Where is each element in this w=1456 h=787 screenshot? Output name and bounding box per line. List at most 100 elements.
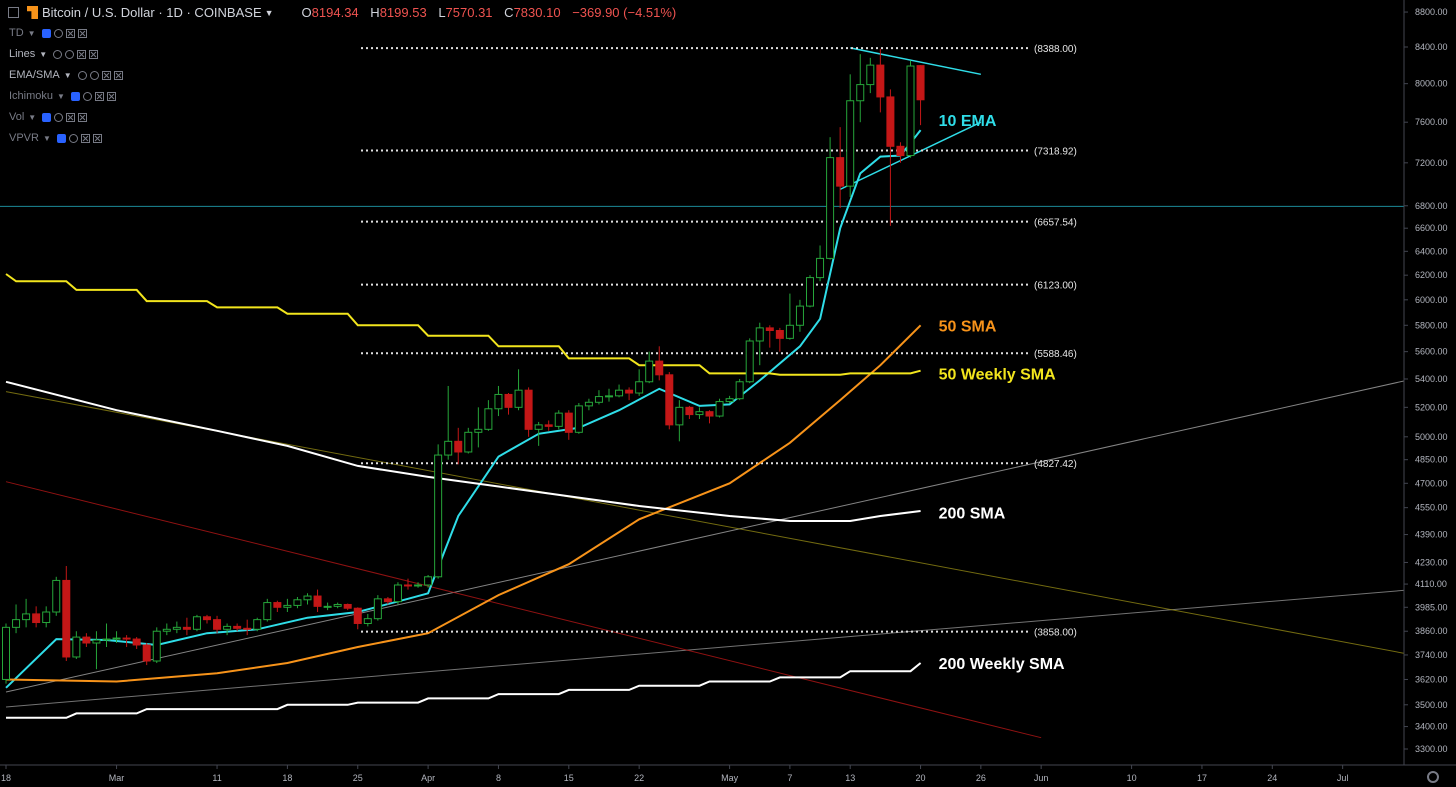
source-icon[interactable]	[66, 112, 76, 122]
eye-icon[interactable]	[53, 49, 63, 59]
indicator-vpvr[interactable]: VPVR ▼	[9, 132, 105, 144]
close-icon[interactable]	[106, 91, 116, 101]
candle-2019-04-18	[594, 390, 603, 405]
candle-2019-04-06	[474, 407, 483, 448]
source-icon[interactable]	[94, 91, 104, 101]
gear-icon[interactable]	[53, 28, 63, 38]
y-tick-label-22: 6800.00	[1415, 201, 1448, 211]
candle-2019-02-26	[82, 633, 91, 647]
eye-icon[interactable]	[70, 91, 80, 101]
y-tick-label-6: 3985.00	[1415, 602, 1448, 612]
chevron-down-icon[interactable]: ▼	[42, 133, 51, 143]
candle-2019-04-04	[454, 427, 463, 465]
candle-2019-04-14	[554, 410, 563, 430]
candle-2019-03-13	[233, 623, 242, 632]
candle-2019-04-19	[605, 388, 613, 402]
candle-2019-03-17	[273, 600, 282, 613]
y-tick-label-25: 8000.00	[1415, 79, 1448, 89]
candle-2019-03-27	[373, 595, 382, 621]
gear-icon[interactable]	[65, 49, 75, 59]
y-tick-label-8: 4230.00	[1415, 557, 1448, 567]
indicator-ema-sma[interactable]: EMA/SMA ▼	[9, 69, 126, 81]
close-icon[interactable]	[89, 49, 99, 59]
chevron-down-icon[interactable]: ▼	[39, 49, 48, 59]
source-icon[interactable]	[101, 70, 111, 80]
candle-2019-04-13	[544, 420, 553, 431]
change-value: −369.90 (−4.51%)	[572, 5, 677, 20]
candle-2019-03-29	[393, 582, 402, 605]
gear-icon[interactable]	[89, 70, 99, 80]
chevron-down-icon[interactable]: ▼	[28, 112, 37, 122]
candle-2019-05-02	[735, 378, 744, 401]
source-icon[interactable]	[80, 133, 90, 143]
annotation-200-weekly-sma: 200 Weekly SMA	[939, 656, 1065, 673]
low-label: L	[438, 5, 446, 20]
close-label: C	[504, 5, 514, 20]
x-tick-label-9: May	[721, 773, 739, 783]
source-icon[interactable]	[77, 49, 87, 59]
candle-2019-03-07	[172, 621, 181, 634]
candle-2019-05-13	[846, 74, 855, 197]
close-value: 7830.10	[513, 5, 561, 20]
indicator-label: VPVR	[9, 132, 39, 144]
candle-2019-04-25	[665, 372, 674, 430]
eye-icon[interactable]	[77, 70, 87, 80]
eye-icon[interactable]	[41, 28, 51, 38]
gear-icon[interactable]	[82, 91, 92, 101]
chevron-down-icon[interactable]: ▼	[264, 7, 274, 18]
candle-2019-03-22	[323, 602, 332, 611]
close-icon[interactable]	[77, 28, 87, 38]
chevron-down-icon[interactable]: ▼	[57, 91, 65, 101]
close-icon[interactable]	[113, 70, 123, 80]
candle-2019-02-21	[32, 606, 41, 628]
x-tick-label-8: 22	[634, 773, 644, 783]
indicator-td[interactable]: TD ▼	[9, 27, 90, 39]
y-tick-label-15: 5400.00	[1415, 374, 1448, 384]
indicator-label: EMA/SMA	[9, 69, 60, 81]
chevron-down-icon[interactable]: ▼	[27, 28, 36, 38]
candle-2019-02-24	[62, 566, 71, 662]
x-tick-label-15: 10	[1127, 773, 1137, 783]
close-icon[interactable]	[92, 133, 102, 143]
eye-icon[interactable]	[56, 133, 66, 143]
gear-icon[interactable]	[68, 133, 78, 143]
candle-2019-04-24	[655, 346, 664, 381]
y-tick-label-20: 6400.00	[1415, 246, 1448, 256]
candle-2019-02-22	[42, 606, 51, 628]
trendline-4	[850, 47, 981, 76]
annotation-10-ema: 10 EMA	[939, 113, 997, 130]
annotation-50-weekly-sma: 50 Weekly SMA	[939, 366, 1057, 383]
candle-2019-03-04	[142, 642, 151, 666]
candle-2019-04-12	[534, 421, 543, 446]
open-label: O	[301, 5, 312, 20]
x-tick-label-18: Jul	[1337, 773, 1349, 783]
close-icon[interactable]	[78, 112, 88, 122]
gear-icon[interactable]	[1427, 771, 1439, 783]
source-icon[interactable]	[65, 28, 75, 38]
candle-2019-04-23	[645, 351, 654, 384]
level-label-3: (6123.00)	[1034, 281, 1077, 292]
candle-2019-04-28	[695, 407, 704, 419]
candle-2019-05-16	[876, 48, 885, 113]
x-tick-label-7: 15	[564, 773, 574, 783]
eye-icon[interactable]	[42, 112, 52, 122]
y-tick-label-4: 3740.00	[1415, 650, 1448, 660]
indicator-label: Vol	[9, 111, 25, 123]
x-tick-label-6: 8	[496, 773, 501, 783]
chevron-down-icon[interactable]: ▼	[63, 70, 72, 80]
indicator-ichimoku[interactable]: Ichimoku ▼	[9, 90, 119, 102]
candle-2019-04-17	[584, 398, 593, 411]
gear-icon[interactable]	[54, 112, 64, 122]
indicator-vol[interactable]: Vol ▼	[9, 111, 90, 123]
x-tick-label-16: 17	[1197, 773, 1207, 783]
symbol-title[interactable]: Bitcoin / U.S. Dollar · 1D · COINBASE	[42, 5, 262, 20]
collapse-icon[interactable]	[8, 7, 19, 18]
candle-2019-03-31	[414, 582, 423, 588]
indicator-lines[interactable]: Lines ▼	[9, 48, 101, 60]
candle-2019-04-21	[625, 387, 634, 401]
candle-2019-04-16	[574, 403, 583, 434]
y-tick-label-21: 6600.00	[1415, 223, 1448, 233]
trendline-2	[5, 481, 1042, 739]
